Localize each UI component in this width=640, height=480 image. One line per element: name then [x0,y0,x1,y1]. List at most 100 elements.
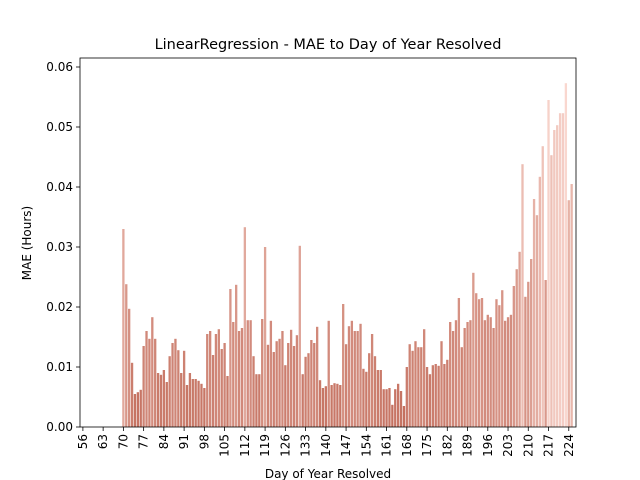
x-tick-label: 189 [461,434,475,457]
x-tick-label: 224 [562,434,576,457]
bar [486,314,489,427]
bar [287,343,290,427]
bar [223,343,226,427]
bar [217,329,220,427]
bar [180,373,183,427]
x-tick-label: 63 [96,434,110,449]
bar [344,344,348,427]
bar [255,374,258,427]
x-tick-label: 147 [339,434,353,457]
x-tick-label: 77 [137,434,151,449]
bar [203,388,206,427]
bar [269,320,273,427]
bar [405,367,408,427]
bar [391,404,394,427]
bar [214,334,218,427]
bar [443,364,446,427]
bar [356,331,359,427]
x-tick-label: 105 [218,434,232,457]
bar [423,329,426,427]
bar [503,320,507,427]
bar [425,367,429,427]
x-tick-label: 91 [177,434,191,449]
x-tick-label: 112 [238,434,252,457]
bar [278,338,281,427]
x-axis-label: Day of Year Resolved [265,467,391,480]
bar [347,326,351,427]
bar [512,286,515,427]
x-tick-label: 140 [319,434,333,457]
x-tick-label: 154 [359,434,373,457]
bar [318,380,322,427]
bar [327,320,330,427]
bar [518,251,521,427]
bar [249,320,252,427]
x-tick-label: 133 [299,434,313,457]
bar [313,343,316,427]
bar [281,331,284,427]
bar [506,317,510,427]
bar [564,83,568,427]
bar [128,308,131,427]
bar [177,350,180,427]
bar [472,272,475,427]
bar [567,200,570,427]
bar [547,100,550,427]
bar [284,365,287,427]
x-tick-label: 126 [278,434,292,457]
bar [206,334,209,427]
bar [252,356,255,427]
bar [498,305,501,427]
bar [437,365,440,427]
bar [501,290,504,427]
bar [154,338,157,427]
y-tick-label: 0.01 [46,360,73,374]
bar [182,350,186,427]
x-tick-label: 84 [157,434,171,449]
bar [145,331,148,427]
bar [420,347,423,427]
bar [171,343,174,427]
bar [541,146,544,427]
x-tick-label: 56 [76,434,90,449]
bar [226,376,229,427]
bar [396,383,400,427]
bar [315,326,319,427]
bar [454,320,458,427]
bar [243,227,247,427]
bar [428,374,432,427]
bar [174,338,177,427]
bar [321,388,325,427]
bar [139,389,142,427]
bar [333,383,336,427]
bar [388,388,391,427]
bar [399,391,403,427]
bar [434,364,437,427]
x-tick-label: 70 [116,434,130,449]
bar [550,155,553,427]
bar [133,394,137,427]
bar [373,356,377,427]
bar [240,328,244,427]
bar [125,284,128,427]
bar [292,346,296,427]
y-tick-label: 0.00 [46,420,73,434]
bar [570,184,573,427]
bar [532,199,536,427]
bar [480,298,484,427]
y-tick-label: 0.04 [46,180,73,194]
bar [463,328,466,427]
bar [194,379,197,427]
bar [492,328,495,427]
y-tick-label: 0.03 [46,240,73,254]
plot-frame [79,57,577,428]
bar [185,385,189,427]
bar [417,347,420,427]
bar [200,383,203,427]
bar [495,299,498,427]
bar [151,317,154,427]
bar [521,164,524,427]
y-axis-label: MAE (Hours) [20,206,34,280]
bar [359,323,362,427]
bar [310,340,313,427]
